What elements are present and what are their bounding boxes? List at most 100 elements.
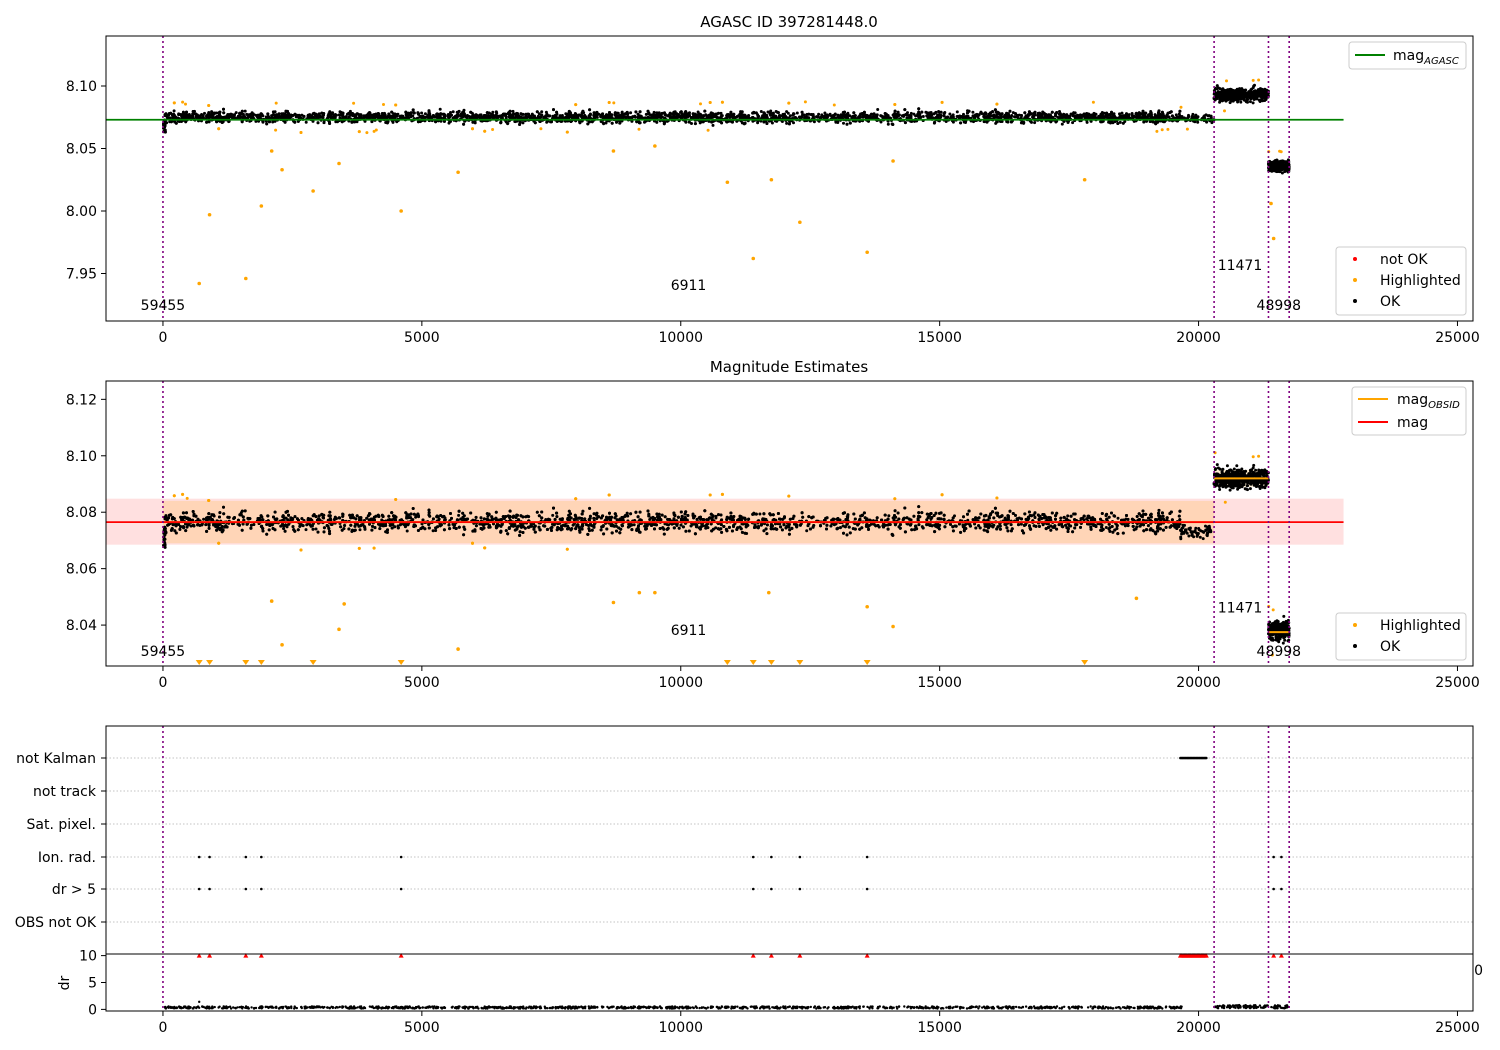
p1-ok-point bbox=[610, 121, 614, 125]
p1-ok-point bbox=[711, 123, 715, 127]
p1-ok-point bbox=[1212, 92, 1216, 96]
p1-highlighted-point bbox=[787, 101, 791, 105]
p1-ok-point bbox=[1239, 100, 1243, 104]
p1-ok-point bbox=[221, 120, 225, 124]
p1-ok-point bbox=[879, 120, 883, 124]
p1-ok-point bbox=[1037, 116, 1040, 120]
p1-ok-point bbox=[759, 110, 763, 113]
p1-ok-point bbox=[792, 121, 795, 125]
p1-ok-point bbox=[248, 113, 252, 117]
p1-ok-point bbox=[999, 115, 1003, 119]
p1-ok-point bbox=[240, 120, 244, 124]
p1-ok-point bbox=[487, 111, 491, 115]
p1-ok-point bbox=[977, 113, 981, 117]
p1-ok-point bbox=[1165, 113, 1169, 117]
p1-ok-point bbox=[540, 110, 544, 114]
p1-ok-point bbox=[281, 114, 285, 118]
p1-ok-point bbox=[1023, 111, 1027, 115]
p1-ok-point bbox=[1219, 91, 1223, 95]
p1-ok-point bbox=[846, 116, 849, 120]
p1-ok-point bbox=[527, 112, 531, 116]
p1-ok-point bbox=[328, 122, 332, 125]
p1-ok-point bbox=[411, 108, 415, 112]
p1-ok-point bbox=[716, 116, 720, 120]
p1-ok-point bbox=[261, 120, 265, 124]
p1-ok-point bbox=[1062, 115, 1066, 119]
p1-highlighted-point bbox=[394, 103, 398, 107]
p1-ok-point bbox=[1142, 120, 1146, 124]
p1-ok-point bbox=[1071, 121, 1075, 125]
p1-ok-point bbox=[701, 114, 705, 118]
p1-ok-point bbox=[868, 114, 872, 118]
p1-highlighted-point bbox=[1251, 78, 1255, 82]
p1-ok-point bbox=[227, 115, 231, 119]
p1-ok-point bbox=[882, 116, 885, 120]
p1-highlighted-point bbox=[706, 128, 710, 132]
p1-ok-point bbox=[210, 114, 214, 118]
p1-ok-point bbox=[747, 114, 751, 118]
p1-ok-point bbox=[714, 112, 718, 116]
p1-ok-point bbox=[316, 121, 320, 125]
p1-ok-point bbox=[699, 113, 702, 116]
p1-ok-point bbox=[1126, 116, 1130, 120]
p1-ok-point bbox=[1141, 114, 1145, 118]
p1-ok-point bbox=[583, 115, 587, 119]
p1-ok-point bbox=[700, 116, 704, 120]
p1-ok-point bbox=[684, 120, 688, 124]
p1-ok-point bbox=[504, 112, 508, 116]
p1-ok-point bbox=[960, 115, 964, 119]
p1-ok-point bbox=[614, 112, 618, 116]
p1-ok-point bbox=[1146, 115, 1149, 119]
p1-ok-point bbox=[586, 122, 590, 126]
p1-ok-point bbox=[485, 115, 488, 119]
p1-ok-point bbox=[822, 114, 826, 118]
p1-ok-point bbox=[525, 116, 528, 120]
p1-ok-point bbox=[212, 112, 216, 116]
p1-ok-point bbox=[185, 110, 188, 114]
p1-ok-point bbox=[556, 116, 560, 120]
p1-ok-point bbox=[1054, 114, 1057, 118]
p1-ok-point bbox=[283, 120, 287, 124]
p1-ok-point bbox=[1026, 114, 1029, 118]
p1-ok-point bbox=[328, 113, 332, 117]
p1-ok-point bbox=[1228, 91, 1232, 95]
p1-ok-point bbox=[687, 120, 691, 124]
p1-ok-point bbox=[1045, 114, 1049, 118]
p1-ok-point bbox=[1144, 111, 1148, 115]
p1-ok-point bbox=[950, 115, 954, 119]
p1-ok-point bbox=[739, 112, 743, 116]
p1-ok-point bbox=[890, 122, 894, 126]
p1-ok-point bbox=[1252, 97, 1256, 101]
p1-ok-point bbox=[420, 111, 424, 115]
p1-ok-point bbox=[1251, 101, 1255, 105]
p1-ok-point bbox=[401, 115, 405, 119]
p1-highlighted-point bbox=[184, 102, 187, 106]
p1-ok-point bbox=[454, 115, 458, 119]
p1-ok-point bbox=[436, 112, 440, 116]
p1-ok-point bbox=[1033, 110, 1037, 114]
p1-ok-point bbox=[1118, 112, 1121, 116]
p1-ok-point bbox=[800, 110, 804, 114]
p1-highlighted-point bbox=[491, 128, 495, 131]
p1-ok-point bbox=[921, 115, 925, 118]
p1-ok-point bbox=[428, 112, 432, 116]
p1-ok-point bbox=[553, 114, 557, 118]
p1-ok-point bbox=[1132, 114, 1136, 118]
p1-ok-point bbox=[251, 113, 255, 117]
p1-ok-point bbox=[482, 114, 486, 117]
p1-ok-point bbox=[530, 112, 534, 116]
p1-ok-point bbox=[836, 115, 840, 119]
p1-ok-point bbox=[1006, 113, 1010, 117]
p1-ok-point bbox=[762, 120, 766, 124]
p1-ok-point bbox=[865, 116, 869, 120]
p1-ok-point bbox=[1118, 120, 1122, 124]
p1-highlighted-point bbox=[352, 101, 356, 105]
p1-ok-point bbox=[471, 120, 475, 124]
p1-ok-point bbox=[430, 115, 434, 119]
p1-ok-point bbox=[710, 120, 714, 124]
p1-ok-point bbox=[668, 114, 671, 118]
p1-ok-point bbox=[845, 122, 849, 126]
p1-ok-point bbox=[650, 116, 654, 119]
p1-ok-point bbox=[639, 116, 642, 120]
p1-ok-point bbox=[203, 111, 206, 115]
